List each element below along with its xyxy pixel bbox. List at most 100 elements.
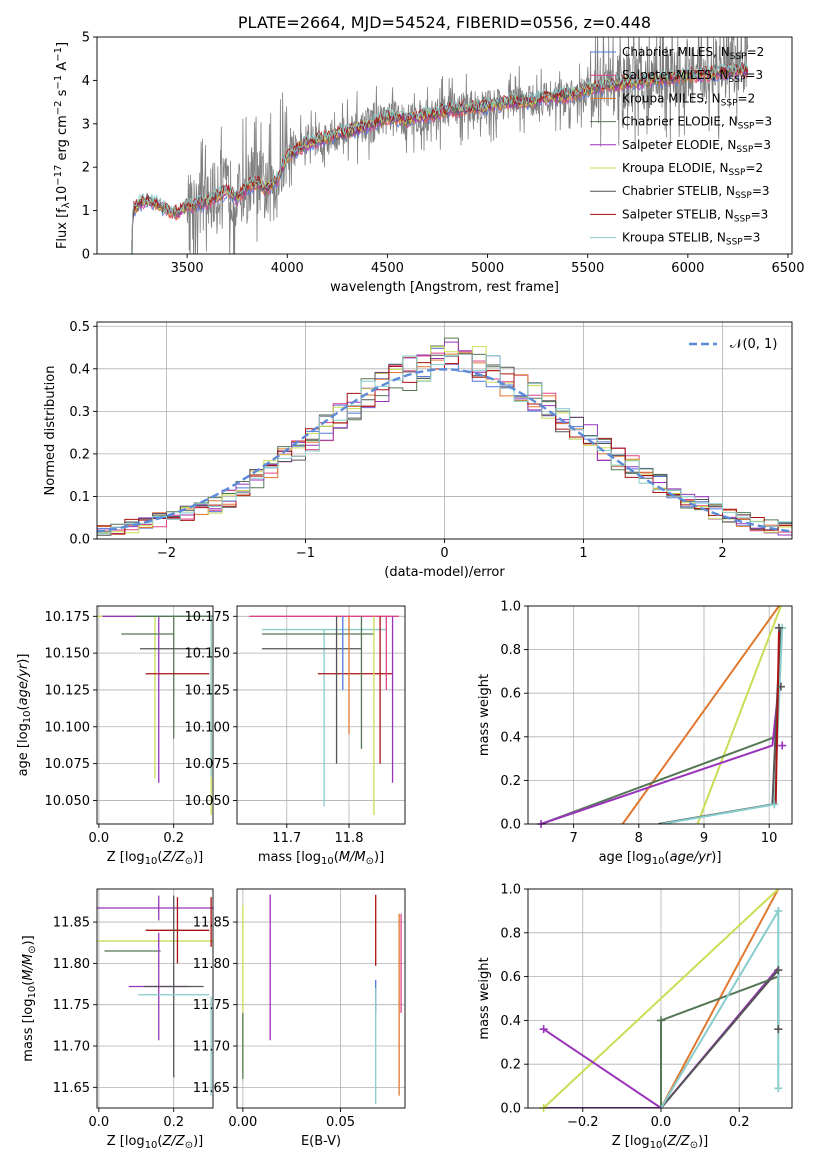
y-axis-label: age [log10(age/yr)] <box>16 654 33 777</box>
legend-entry-normal: 𝒩(0, 1) <box>730 337 777 352</box>
y-axis-label: mass [log10(M/M⊙)] <box>21 935 38 1061</box>
label-part: SSP <box>738 122 755 132</box>
label-part: SSP <box>729 75 746 85</box>
label-part: =2 <box>747 45 765 59</box>
weight-line-5 <box>660 907 780 1108</box>
legend-entry-8: Kroupa STELIB, NSSP=3 <box>622 231 760 248</box>
x-axis-label: E(B-V) <box>301 1134 341 1149</box>
label-part: s <box>55 89 70 100</box>
y-tick-label: 0.4 <box>500 730 521 745</box>
legend-entry-1: Salpeter MILES, NSSP=3 <box>622 68 763 85</box>
x-tick-label: 4500 <box>371 261 404 276</box>
label-part: SSP <box>726 238 743 248</box>
label-part: −1 <box>53 47 64 62</box>
axes-frame <box>527 605 793 825</box>
y-tick-label: 11.80 <box>193 957 230 972</box>
label-part: ⊙ <box>185 856 193 867</box>
x-tick-label: 0.0 <box>651 1115 672 1130</box>
y-tick-label: 11.75 <box>53 998 90 1013</box>
weight-marker-5 <box>656 1016 665 1025</box>
label-part: )] <box>193 1134 203 1149</box>
weight-marker-1 <box>774 1084 783 1093</box>
x-tick-label: −1 <box>296 546 315 561</box>
y-tick-label: 0.0 <box>500 818 521 833</box>
weight-marker-5 <box>770 800 779 809</box>
label-part: =2 <box>738 91 756 105</box>
label-part: =3 <box>753 138 771 152</box>
label-part: Z [log <box>612 1134 650 1149</box>
y-tick-label: 0.5 <box>69 320 90 335</box>
label-part: erg cm <box>55 115 70 164</box>
label-part: ( <box>21 981 36 986</box>
label-part: Salpeter MILES, N <box>622 68 729 82</box>
plot-area <box>97 337 792 539</box>
label-part: 10 <box>22 710 33 723</box>
y-axis-label: mass weight <box>477 957 492 1039</box>
y-tick-label: 11.80 <box>53 957 90 972</box>
y-tick-label: 0.0 <box>69 533 90 548</box>
grid-lines <box>237 889 405 1108</box>
x-tick-label: 0.00 <box>228 1115 257 1130</box>
y-tick-label: 5 <box>82 31 90 46</box>
axes-frame <box>236 888 406 1109</box>
weight-line-4 <box>660 967 780 1108</box>
label-part: Z [log <box>107 1134 145 1149</box>
label-part: =3 <box>752 184 770 198</box>
y-axis-label: mass weight <box>477 674 492 756</box>
label-part: Kroupa MILES, N <box>622 91 721 105</box>
y-axis-label: Flux [fλ10−17 erg cm−2 s−1 A−1] <box>53 42 72 249</box>
weight-line-6 <box>774 629 780 805</box>
y-tick-label: 0.0 <box>500 1102 521 1117</box>
x-axis-label: Z [log10(Z/Z⊙)] <box>107 1134 204 1151</box>
y-tick-label: 2 <box>82 161 90 176</box>
plot-area <box>97 614 213 816</box>
x-axis-label: wavelength [Angstrom, rest frame] <box>330 280 559 295</box>
plot-area <box>97 895 213 1096</box>
y-tick-label: 0.8 <box>500 643 521 658</box>
chart-title: PLATE=2664, MJD=54524, FIBERID=0556, z=0… <box>238 13 651 32</box>
label-part: ( <box>157 850 162 865</box>
label-part: )] <box>16 654 31 664</box>
x-tick-label: 3500 <box>171 261 204 276</box>
y-tick-label: 0.6 <box>500 970 521 985</box>
x-axis-label: age [log10(age/yr)] <box>599 850 722 867</box>
panel-weight-vs-Z: −0.2 0.0 0.2 0.0 0.2 0.4 0.6 0.8 1.0 mass weight Z… <box>477 883 793 1151</box>
legend-entry-5: Kroupa ELODIE, NSSP=2 <box>622 161 763 178</box>
x-tick-label: 2 <box>718 546 726 561</box>
label-part: 10 <box>145 856 158 867</box>
label-part: 10 <box>652 856 665 867</box>
label-part: )] <box>374 850 384 865</box>
plot-area <box>242 894 402 1104</box>
label-part: =3 <box>751 207 769 221</box>
y-tick-label: 0.1 <box>69 490 90 505</box>
y-tick-label: 3 <box>82 117 90 132</box>
legend-entry-6: Chabrier STELIB, NSSP=3 <box>622 184 770 201</box>
label-part: Flux [f <box>55 208 70 249</box>
y-tick-label: 10.175 <box>185 610 231 625</box>
label-part: mass [log <box>21 998 36 1061</box>
y-tick-label: 10.100 <box>45 720 91 735</box>
label-part: Z/Z <box>162 1134 186 1149</box>
label-part: Kroupa ELODIE, N <box>622 161 729 175</box>
label-part: =3 <box>745 68 763 82</box>
label-part: age [log <box>599 850 652 865</box>
y-tick-label: 0.2 <box>69 447 90 462</box>
panel-residuals: −2 −1 0 1 2 0.0 0.1 0.2 0.3 0.4 0.5 (data-model)/er… <box>43 320 793 580</box>
y-tick-label: 10.100 <box>185 720 231 735</box>
y-tick-label: 0.2 <box>500 1058 521 1073</box>
x-tick-label: 7 <box>569 831 577 846</box>
label-part: SSP <box>730 52 747 62</box>
y-tick-label: 0.4 <box>500 1014 521 1029</box>
y-tick-label: 10.175 <box>45 610 91 625</box>
label-part: 10 <box>27 986 38 999</box>
label-part: )] <box>698 1134 708 1149</box>
plot-area <box>249 615 399 816</box>
label-part: Z [log <box>107 850 145 865</box>
x-tick-label: 0.0 <box>89 1115 110 1130</box>
x-axis-label: Z [log10(Z/Z⊙)] <box>612 1134 709 1151</box>
y-tick-label: 11.70 <box>53 1040 90 1055</box>
label-part: =3 <box>743 231 761 245</box>
x-axis-label: Z [log10(Z/Z⊙)] <box>107 850 204 867</box>
label-part: age/yr <box>16 662 31 705</box>
